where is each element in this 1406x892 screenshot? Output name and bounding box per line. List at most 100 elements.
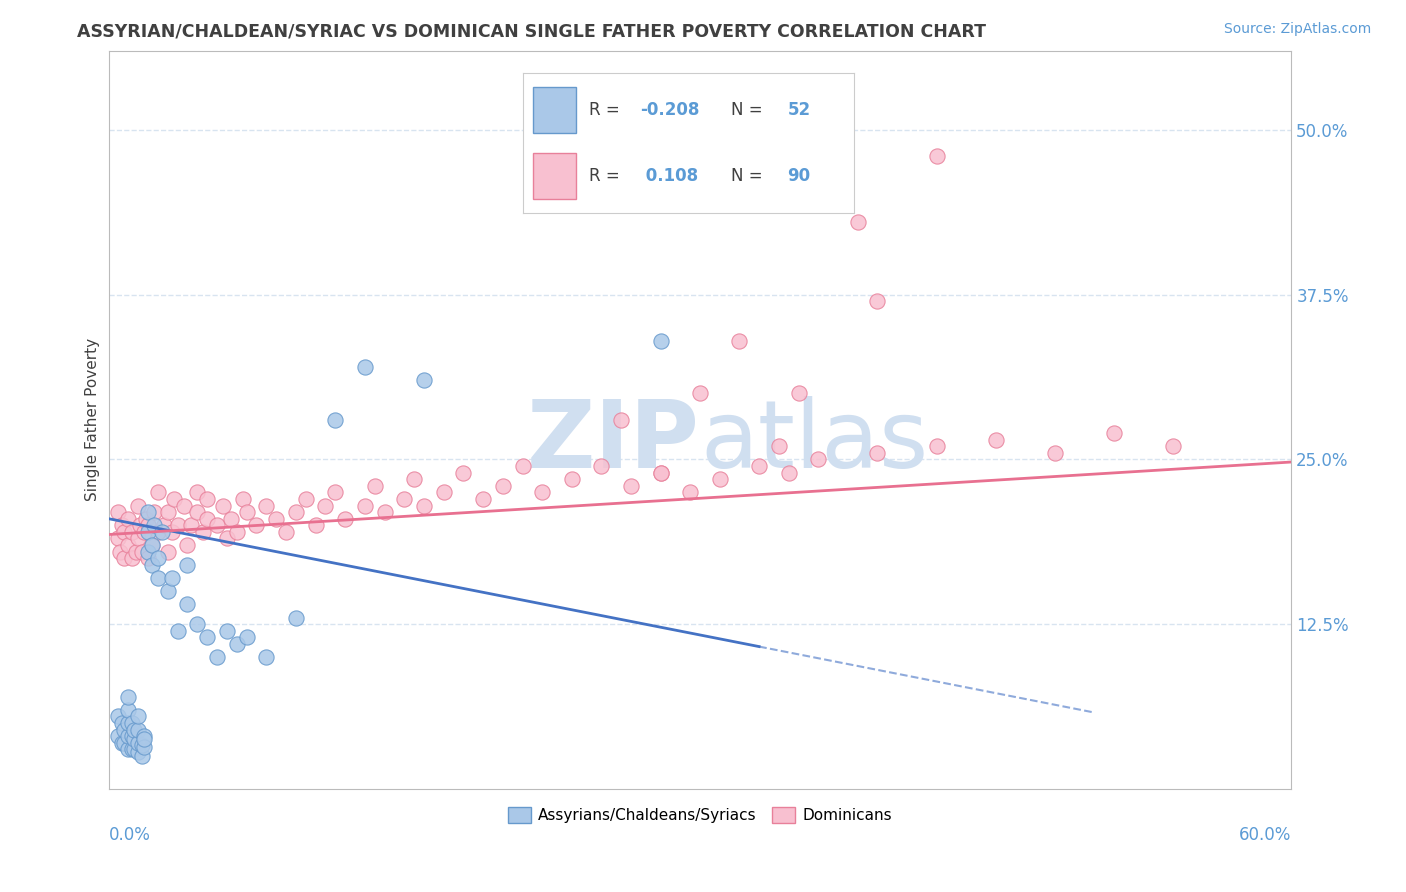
Point	[112, 524, 135, 539]
Point	[235, 505, 257, 519]
Point	[136, 551, 159, 566]
Point	[135, 512, 157, 526]
Point	[127, 745, 149, 759]
Point	[807, 452, 830, 467]
Point	[156, 505, 179, 519]
Point	[186, 505, 208, 519]
Point	[591, 458, 613, 473]
Point	[117, 512, 139, 526]
Point	[620, 479, 643, 493]
Point	[709, 472, 731, 486]
Point	[254, 499, 277, 513]
Point	[176, 558, 198, 572]
Point	[610, 413, 633, 427]
Point	[117, 690, 139, 704]
Point	[650, 466, 672, 480]
Point	[146, 571, 169, 585]
Point	[166, 518, 188, 533]
Point	[531, 485, 554, 500]
Point	[404, 472, 426, 486]
Point	[127, 723, 149, 737]
Point	[433, 485, 456, 500]
Point	[125, 544, 148, 558]
Point	[117, 729, 139, 743]
Point	[453, 466, 475, 480]
Point	[274, 524, 297, 539]
Legend: Assyrians/Chaldeans/Syriacs, Dominicans: Assyrians/Chaldeans/Syriacs, Dominicans	[502, 801, 898, 830]
Point	[180, 518, 202, 533]
Text: 60.0%: 60.0%	[1239, 826, 1291, 844]
Point	[186, 617, 208, 632]
Point	[163, 491, 186, 506]
Point	[176, 598, 198, 612]
Point	[219, 512, 242, 526]
Point	[472, 491, 495, 506]
Point	[689, 386, 711, 401]
Point	[866, 446, 889, 460]
Point	[768, 439, 790, 453]
Point	[121, 524, 143, 539]
Point	[122, 723, 145, 737]
Point	[866, 294, 889, 309]
Point	[225, 524, 247, 539]
Point	[1043, 446, 1066, 460]
Point	[215, 532, 238, 546]
Point	[131, 749, 153, 764]
Point	[112, 551, 135, 566]
Point	[512, 458, 534, 473]
Point	[323, 485, 346, 500]
Point	[121, 716, 143, 731]
Point	[143, 505, 166, 519]
Point	[212, 499, 235, 513]
Point	[492, 479, 515, 493]
Point	[122, 731, 145, 746]
Point	[254, 650, 277, 665]
Point	[314, 499, 336, 513]
Point	[107, 709, 129, 723]
Point	[136, 524, 159, 539]
Point	[121, 742, 143, 756]
Point	[354, 499, 377, 513]
Point	[748, 458, 770, 473]
Point	[150, 524, 173, 539]
Point	[117, 538, 139, 552]
Point	[131, 544, 153, 558]
Point	[112, 723, 135, 737]
Point	[107, 729, 129, 743]
Point	[176, 538, 198, 552]
Point	[195, 631, 218, 645]
Point	[394, 491, 416, 506]
Point	[294, 491, 316, 506]
Point	[146, 485, 169, 500]
Point	[117, 716, 139, 731]
Text: Source: ZipAtlas.com: Source: ZipAtlas.com	[1223, 22, 1371, 37]
Point	[284, 505, 307, 519]
Point	[846, 215, 869, 229]
Point	[160, 524, 183, 539]
Point	[127, 709, 149, 723]
Point	[111, 716, 134, 731]
Point	[132, 729, 155, 743]
Point	[195, 512, 218, 526]
Point	[984, 433, 1007, 447]
Point	[141, 538, 163, 552]
Point	[156, 584, 179, 599]
Point	[127, 736, 149, 750]
Point	[146, 551, 169, 566]
Point	[323, 413, 346, 427]
Point	[925, 149, 948, 163]
Point	[141, 558, 163, 572]
Point	[205, 650, 228, 665]
Point	[136, 544, 159, 558]
Point	[153, 518, 176, 533]
Point	[193, 524, 215, 539]
Point	[131, 739, 153, 753]
Point	[132, 731, 155, 746]
Point	[284, 610, 307, 624]
Point	[111, 736, 134, 750]
Point	[112, 736, 135, 750]
Point	[1102, 425, 1125, 440]
Point	[364, 479, 387, 493]
Point	[225, 637, 247, 651]
Point	[136, 518, 159, 533]
